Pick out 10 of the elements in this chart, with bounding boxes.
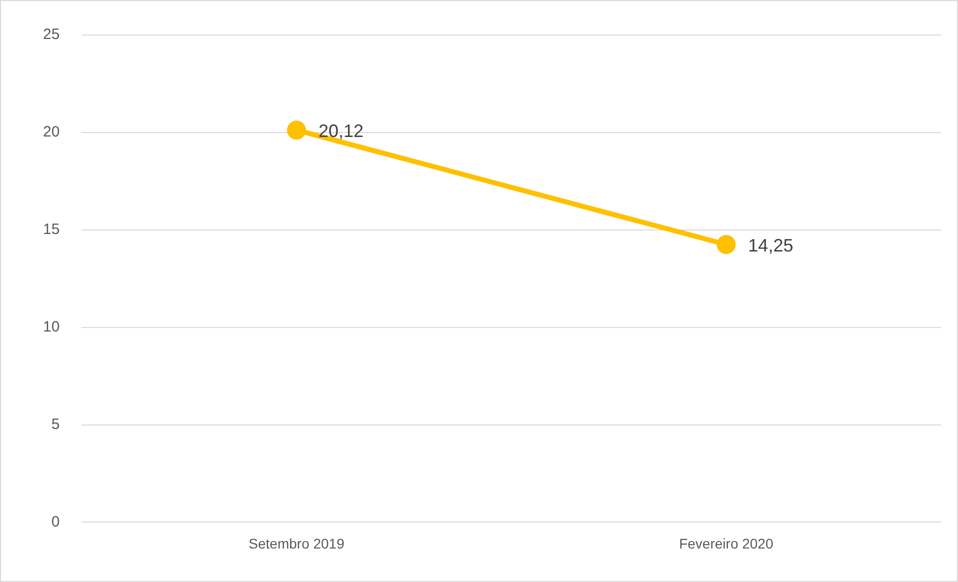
y-tick-label: 10	[42, 318, 60, 336]
y-tick-label: 5	[51, 416, 60, 433]
data-label: 20,12	[318, 121, 364, 142]
data-label: 14,25	[748, 235, 794, 256]
y-tick-label: 20	[42, 124, 60, 141]
x-tick-label: Setembro 2019	[248, 535, 345, 552]
y-tick-label: 15	[42, 221, 60, 238]
y-tick-label: 0	[51, 513, 60, 530]
x-tick-label: Fevereiro 2020	[679, 535, 774, 552]
y-tick-label: 25	[42, 26, 60, 44]
